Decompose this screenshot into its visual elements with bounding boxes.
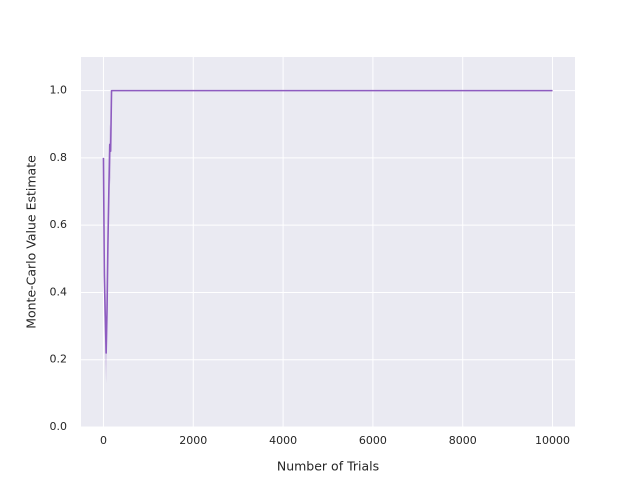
y-tick-label: 0.6	[50, 218, 68, 231]
x-tick-label: 10000	[535, 434, 570, 447]
marks	[102, 89, 553, 384]
x-tick-label: 6000	[359, 434, 387, 447]
y-tick-label: 1.0	[50, 84, 68, 97]
y-tick-label: 0.0	[50, 420, 68, 433]
x-tick-label: 2000	[179, 434, 207, 447]
x-tick-label: 8000	[449, 434, 477, 447]
y-axis-label: Monte-Carlo Value Estimate	[24, 155, 39, 329]
plot-area	[81, 57, 575, 427]
x-tick-label: 0	[100, 434, 107, 447]
y-tick-label: 0.4	[50, 285, 68, 298]
y-tick-label: 0.8	[50, 151, 68, 164]
y-tick-label: 0.2	[50, 353, 68, 366]
line	[102, 89, 553, 354]
x-tick-label: 4000	[269, 434, 297, 447]
x-axis-label: Number of Trials	[277, 459, 379, 474]
